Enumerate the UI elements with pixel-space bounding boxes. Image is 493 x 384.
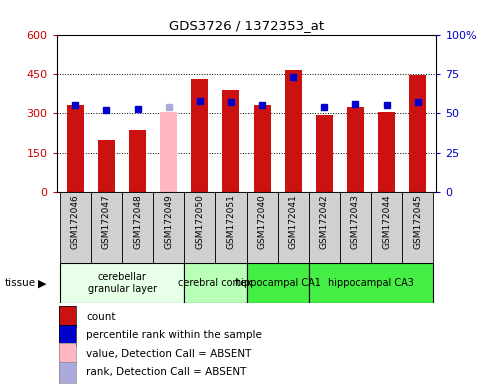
Bar [316, 114, 333, 192]
Text: GSM172046: GSM172046 [71, 194, 80, 249]
Text: rank, Detection Call = ABSENT: rank, Detection Call = ABSENT [86, 367, 246, 377]
Bar [129, 130, 146, 192]
Text: GSM172041: GSM172041 [289, 194, 298, 249]
Text: count: count [86, 312, 116, 322]
Title: GDS3726 / 1372353_at: GDS3726 / 1372353_at [169, 19, 324, 32]
Text: GSM172048: GSM172048 [133, 194, 142, 249]
Bar [253, 106, 271, 192]
Bar [340, 192, 371, 263]
Text: GSM172051: GSM172051 [226, 194, 236, 249]
Bar [347, 107, 364, 192]
Text: ▶: ▶ [37, 278, 46, 288]
Text: GSM172040: GSM172040 [257, 194, 267, 249]
Bar [191, 79, 209, 192]
Text: GSM172049: GSM172049 [164, 194, 173, 249]
Text: tissue: tissue [5, 278, 36, 288]
Text: cerebellar
granular layer: cerebellar granular layer [88, 272, 157, 294]
Bar [309, 192, 340, 263]
Bar [309, 263, 433, 303]
Bar [215, 192, 246, 263]
Bar [246, 263, 309, 303]
Text: hippocampal CA3: hippocampal CA3 [328, 278, 414, 288]
Text: value, Detection Call = ABSENT: value, Detection Call = ABSENT [86, 349, 251, 359]
Text: cerebral cortex: cerebral cortex [178, 278, 252, 288]
Text: GSM172043: GSM172043 [351, 194, 360, 249]
Text: GSM172050: GSM172050 [195, 194, 204, 249]
Bar [98, 139, 115, 192]
Bar [91, 192, 122, 263]
Text: hippocampal CA1: hippocampal CA1 [235, 278, 320, 288]
Bar [60, 192, 91, 263]
Bar [222, 90, 240, 192]
Bar [60, 263, 184, 303]
Bar [184, 263, 246, 303]
Bar [278, 192, 309, 263]
Bar [184, 192, 215, 263]
Text: percentile rank within the sample: percentile rank within the sample [86, 330, 262, 340]
Text: GSM172045: GSM172045 [413, 194, 422, 249]
Bar [378, 112, 395, 192]
Bar [284, 70, 302, 192]
Bar [67, 106, 84, 192]
Bar [402, 192, 433, 263]
Bar [371, 192, 402, 263]
Bar [246, 192, 278, 263]
Text: GSM172047: GSM172047 [102, 194, 111, 249]
Bar [153, 192, 184, 263]
Bar [409, 75, 426, 192]
Bar [160, 112, 177, 192]
Text: GSM172044: GSM172044 [382, 194, 391, 249]
Bar [122, 192, 153, 263]
Text: GSM172042: GSM172042 [320, 194, 329, 249]
